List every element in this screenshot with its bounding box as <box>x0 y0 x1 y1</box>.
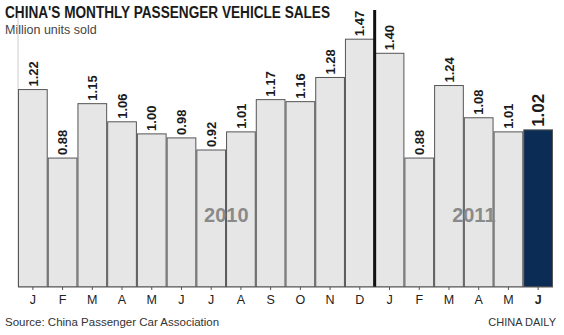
title: CHINA'S MONTHLY PASSENGER VEHICLE SALES <box>5 4 330 21</box>
x-tick <box>151 287 152 290</box>
x-tick-label: F <box>415 293 423 307</box>
x-tick-label: M <box>503 293 513 307</box>
data-label: 1.15 <box>85 75 100 100</box>
x-tick-label: D <box>355 293 364 307</box>
x-axis-line <box>18 287 553 288</box>
data-label: 0.92 <box>204 122 219 147</box>
data-label: 1.24 <box>442 56 457 82</box>
bar <box>494 132 523 287</box>
credit: CHINA DAILY <box>488 316 556 328</box>
data-label: 1.00 <box>144 106 159 131</box>
x-tick-label: M <box>147 293 157 307</box>
bar <box>137 134 166 287</box>
x-tick-label: J <box>208 293 214 307</box>
bar <box>405 158 434 287</box>
subtitle: Million units sold <box>5 23 97 37</box>
x-tick <box>270 287 271 290</box>
data-label: 0.88 <box>412 130 427 155</box>
data-label: 1.16 <box>293 73 308 98</box>
divider <box>373 10 376 287</box>
x-tick <box>359 287 360 290</box>
data-label: 1.02 <box>529 94 548 127</box>
x-tick <box>240 287 241 290</box>
bar <box>375 53 404 287</box>
x-tick-label: J <box>30 293 36 307</box>
bar <box>316 77 345 287</box>
bar <box>464 118 493 287</box>
bar <box>78 104 107 287</box>
x-tick <box>448 287 449 290</box>
bar <box>286 102 315 287</box>
bar <box>167 138 196 287</box>
x-tick-label: O <box>295 293 305 307</box>
data-label: 0.98 <box>174 110 189 135</box>
chart: CHINA'S MONTHLY PASSENGER VEHICLE SALES M… <box>0 0 564 335</box>
x-tick-label: A <box>475 293 484 307</box>
x-tick <box>478 287 479 290</box>
bars <box>19 39 553 287</box>
x-tick-label: A <box>118 293 127 307</box>
data-label: 0.88 <box>55 130 70 155</box>
x-tick <box>300 287 301 290</box>
bar <box>435 86 464 287</box>
bar <box>256 100 285 287</box>
x-tick-label: M <box>87 293 97 307</box>
x-tick-label: J <box>178 293 184 307</box>
x-tick-label: S <box>266 293 274 307</box>
data-label: 1.01 <box>501 104 516 129</box>
x-tick <box>32 287 33 290</box>
data-label: 1.47 <box>352 11 367 36</box>
x-tick-label: M <box>444 293 454 307</box>
x-tick <box>122 287 123 290</box>
data-label: 1.01 <box>234 104 249 129</box>
x-tick <box>389 287 390 290</box>
x-tick <box>92 287 93 290</box>
data-label: 1.28 <box>323 49 338 74</box>
x-tick <box>330 287 331 290</box>
x-tick <box>508 287 509 290</box>
bar <box>345 39 374 287</box>
x-tick <box>62 287 63 290</box>
x-tick <box>538 287 539 290</box>
x-tick-label: J <box>535 293 542 307</box>
data-label: 1.06 <box>115 93 130 118</box>
x-tick <box>211 287 212 290</box>
x-tick <box>419 287 420 290</box>
data-label: 1.08 <box>471 89 486 114</box>
x-tick-label: F <box>59 293 67 307</box>
annotation: 2011 <box>452 204 495 226</box>
bar <box>108 122 137 287</box>
bar <box>19 90 48 287</box>
x-tick-label: A <box>237 293 246 307</box>
data-label: 1.22 <box>26 61 41 86</box>
annotation: 2010 <box>204 204 249 226</box>
x-tick-label: J <box>386 293 392 307</box>
data-label: 1.40 <box>382 25 397 50</box>
bar <box>48 158 77 287</box>
source: Source: China Passenger Car Association <box>5 316 219 328</box>
x-tick-label: N <box>326 293 335 307</box>
data-label: 1.17 <box>263 71 278 96</box>
x-tick <box>181 287 182 290</box>
bar <box>524 130 553 287</box>
